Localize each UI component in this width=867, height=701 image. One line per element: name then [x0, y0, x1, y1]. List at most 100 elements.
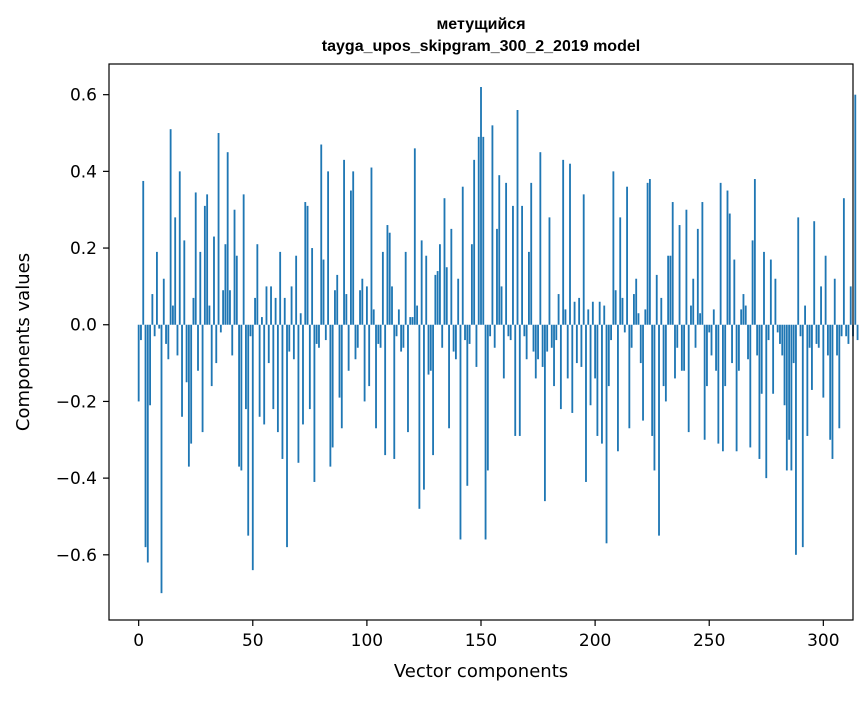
bar [767, 324, 770, 341]
bar [286, 324, 288, 548]
bar [509, 324, 512, 341]
bar [470, 244, 473, 325]
bar [361, 278, 364, 325]
bar [550, 324, 553, 348]
bar [655, 274, 658, 325]
bar [238, 324, 240, 467]
x-tick-label: 300 [807, 631, 839, 651]
bar [350, 190, 352, 325]
bar [397, 309, 400, 325]
bar [694, 324, 697, 348]
bar [395, 324, 398, 337]
bar [630, 324, 633, 348]
bar [580, 324, 583, 367]
x-tick-label: 50 [242, 631, 264, 651]
bar [644, 309, 647, 325]
bar [820, 286, 822, 325]
bar [322, 259, 325, 325]
bar [801, 324, 804, 548]
bar [313, 324, 316, 482]
bar [315, 324, 318, 344]
bar [546, 324, 549, 352]
bar [146, 324, 149, 563]
bar [737, 324, 740, 371]
bar [393, 324, 396, 459]
bar [199, 251, 202, 325]
bar [165, 324, 167, 344]
bar [306, 205, 309, 325]
bar [795, 324, 797, 555]
bar [359, 290, 361, 325]
bar [450, 228, 453, 325]
bar [167, 324, 170, 360]
bar [534, 324, 537, 379]
bar [582, 194, 585, 325]
bar [203, 205, 206, 325]
bar [678, 225, 681, 325]
bar [731, 324, 733, 364]
bar [740, 309, 743, 325]
bar [162, 278, 165, 325]
bar [601, 324, 603, 444]
bar [607, 324, 610, 387]
x-tick-label: 150 [465, 631, 497, 651]
bar [648, 179, 651, 325]
bar [575, 324, 578, 364]
bar [327, 171, 330, 325]
bar [571, 324, 574, 413]
bar [219, 324, 222, 333]
y-tick-label: 0.6 [70, 86, 97, 106]
bar [845, 324, 848, 337]
bar [528, 251, 530, 325]
bar [194, 192, 197, 325]
bar [413, 148, 416, 325]
bar [457, 278, 460, 325]
y-tick-label: −0.2 [56, 392, 97, 412]
bar [178, 171, 181, 325]
bar [423, 324, 425, 490]
bar [441, 324, 444, 348]
bar [856, 324, 859, 341]
bar [281, 324, 284, 459]
bar [646, 182, 649, 325]
bar [660, 297, 663, 325]
bar [356, 324, 359, 348]
bar [612, 171, 615, 325]
plot-area-frame [108, 63, 854, 621]
bar [185, 324, 188, 383]
bar [302, 324, 304, 425]
bar [614, 290, 617, 325]
bar [781, 324, 784, 356]
bar [566, 324, 569, 379]
bar [747, 324, 749, 360]
bar [596, 324, 599, 436]
bar [760, 324, 763, 394]
bar [708, 324, 711, 333]
bar [261, 317, 263, 325]
bar [792, 324, 795, 364]
bar [642, 324, 644, 421]
bar [320, 144, 323, 325]
bar [290, 286, 293, 325]
bar [653, 324, 656, 471]
bar [674, 324, 676, 379]
bar [224, 244, 227, 325]
bar [336, 274, 339, 325]
bar [635, 278, 638, 325]
bar [811, 324, 813, 390]
bar [671, 202, 674, 325]
bar [530, 182, 533, 325]
bar [573, 301, 576, 325]
bar [416, 305, 419, 325]
bar [815, 324, 818, 344]
bar [783, 324, 786, 406]
x-axis-ticks: 0 50 100 150 200 250 300 [133, 620, 840, 651]
bar [329, 324, 332, 467]
bar [543, 324, 546, 502]
bar [756, 324, 759, 356]
bar [831, 324, 834, 459]
bar [297, 324, 300, 463]
bar [169, 129, 172, 325]
bar [525, 324, 528, 360]
